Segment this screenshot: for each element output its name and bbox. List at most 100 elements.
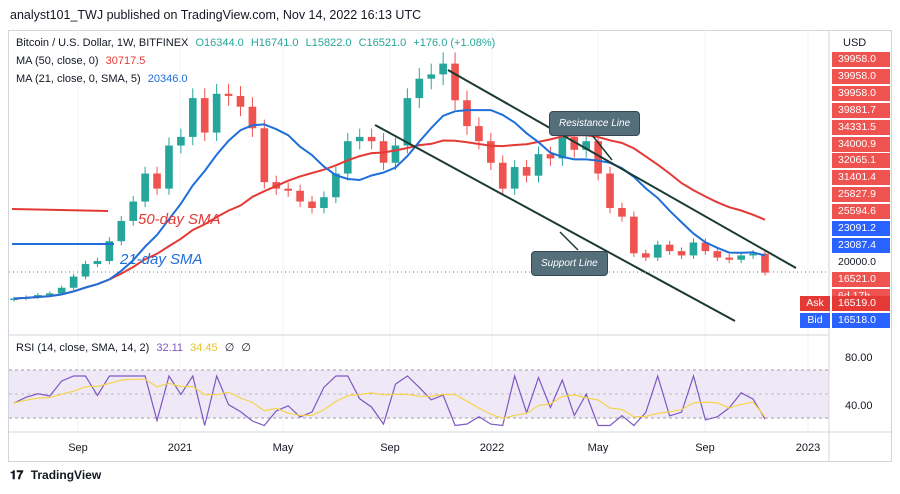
- candle-body: [81, 264, 90, 277]
- x-axis: Sep 2021 May Sep 2022 May Sep 2023: [68, 442, 820, 454]
- candle-body: [236, 95, 245, 107]
- candle-body: [367, 136, 376, 142]
- ma21-line: [13, 109, 766, 300]
- ohlc-low: L15822.0: [305, 37, 352, 49]
- candle-body: [177, 136, 185, 146]
- candle-body: [57, 287, 66, 294]
- tradingview-brand[interactable]: 𝟏𝟕 TradingView: [10, 468, 101, 483]
- candle-body: [260, 128, 269, 183]
- x-tick-label: May: [273, 442, 294, 454]
- price-axis-label: 25827.9: [832, 187, 890, 203]
- candle-body: [296, 190, 304, 202]
- ask-value: 16519.0: [832, 296, 890, 311]
- candle-body: [10, 298, 18, 301]
- tradingview-logo-icon: 𝟏𝟕: [10, 468, 24, 482]
- rsi-line: [13, 373, 766, 427]
- candle-body: [546, 154, 555, 159]
- candle-body: [355, 136, 364, 142]
- bid-label: Bid: [807, 314, 823, 326]
- support-annotation: Support Line: [531, 251, 608, 276]
- candle-body: [320, 197, 328, 209]
- grid: [77, 30, 809, 432]
- price-axis-label: 20000.0: [832, 254, 890, 270]
- candle-body: [69, 276, 78, 288]
- candle-body: [45, 293, 54, 296]
- x-tick-label: 2022: [480, 442, 504, 454]
- x-tick-label: 2023: [796, 442, 820, 454]
- price-axis-label: 39958.0: [832, 85, 890, 101]
- candle-body: [105, 241, 114, 262]
- rsi-tick-80: 80.00: [845, 352, 873, 364]
- ohlc-close: C16521.0: [358, 37, 407, 49]
- ma21-legend[interactable]: MA (21, close, 0, SMA, 5) 20346.0: [16, 73, 188, 85]
- ma21-label: MA (21, close, 0, SMA, 5): [16, 73, 141, 85]
- candle-body: [200, 98, 209, 133]
- price-axis-label: 39958.0: [832, 68, 890, 84]
- candle-body: [165, 145, 173, 189]
- candles: [10, 52, 769, 302]
- candle-body: [498, 162, 507, 189]
- price-axis-label: 23087.4: [832, 237, 890, 253]
- ask-tag: Ask: [800, 296, 830, 311]
- candle-body: [749, 253, 757, 256]
- candle-body: [630, 216, 638, 254]
- candle-body: [534, 154, 543, 176]
- resistance-annotation: Resistance Line: [549, 111, 641, 136]
- candle-body: [522, 167, 531, 176]
- x-tick-label: Sep: [695, 442, 715, 454]
- candle-body: [618, 208, 626, 217]
- candle-body: [510, 167, 519, 189]
- resistance-line: [447, 69, 797, 269]
- candle-body: [487, 141, 495, 163]
- candle-body: [701, 242, 710, 252]
- sma50-annotation: 50-day SMA: [138, 211, 221, 228]
- brand-text: TradingView: [30, 468, 102, 482]
- chart-frame: [8, 30, 892, 462]
- support-pointer: [559, 231, 579, 251]
- candle-body: [737, 255, 745, 260]
- candle-body: [653, 244, 662, 258]
- x-tick-label: Sep: [380, 442, 400, 454]
- candle-body: [332, 173, 340, 198]
- rsi-extra-2: ∅: [241, 342, 251, 354]
- candle-body: [117, 220, 126, 242]
- candle-body: [212, 93, 221, 133]
- candle-body: [594, 141, 602, 174]
- sma21-annotation: 21-day SMA: [120, 251, 203, 268]
- candle-body: [308, 201, 316, 209]
- ohlc-open: O16344.0: [195, 37, 244, 49]
- price-axis-label: 39958.0: [832, 52, 890, 67]
- candle-body: [188, 98, 197, 137]
- candle-body: [93, 261, 102, 265]
- candle-body: [606, 173, 614, 209]
- candle-body: [713, 251, 722, 258]
- resistance-pointer: [591, 134, 613, 161]
- bid-tag: Bid: [800, 313, 830, 328]
- price-axis-label: 32065.1: [832, 153, 890, 169]
- currency-label: USD: [843, 37, 867, 49]
- ma50-label: MA (50, close, 0): [16, 55, 99, 67]
- rsi-sma-value: 34.45: [190, 342, 218, 354]
- candle-body: [475, 126, 483, 142]
- candle-body: [343, 141, 352, 174]
- candle-body: [641, 253, 650, 258]
- candle-body: [403, 98, 412, 146]
- candle-body: [451, 63, 459, 101]
- ma50-value: 30717.5: [105, 55, 146, 67]
- price-axis-label: 39881.7: [832, 102, 890, 118]
- rsi-legend[interactable]: RSI (14, close, SMA, 14, 2) 32.11 34.45 …: [16, 341, 251, 354]
- ma50-legend[interactable]: MA (50, close, 0) 30717.5: [16, 55, 145, 67]
- candle-body: [153, 173, 161, 189]
- candle-body: [665, 244, 674, 252]
- rsi-tick-40: 40.00: [845, 400, 873, 412]
- candle-body: [570, 136, 579, 150]
- price-axis-label: 34331.5: [832, 119, 890, 135]
- x-tick-label: May: [588, 442, 609, 454]
- candle-body: [439, 63, 447, 75]
- x-tick-label: 2021: [168, 442, 192, 454]
- candle-body: [141, 173, 149, 202]
- price-axis-label: 34000.9: [832, 136, 890, 152]
- candle-body: [284, 188, 292, 191]
- publisher-text: analyst101_TWJ published on TradingView.…: [10, 8, 422, 22]
